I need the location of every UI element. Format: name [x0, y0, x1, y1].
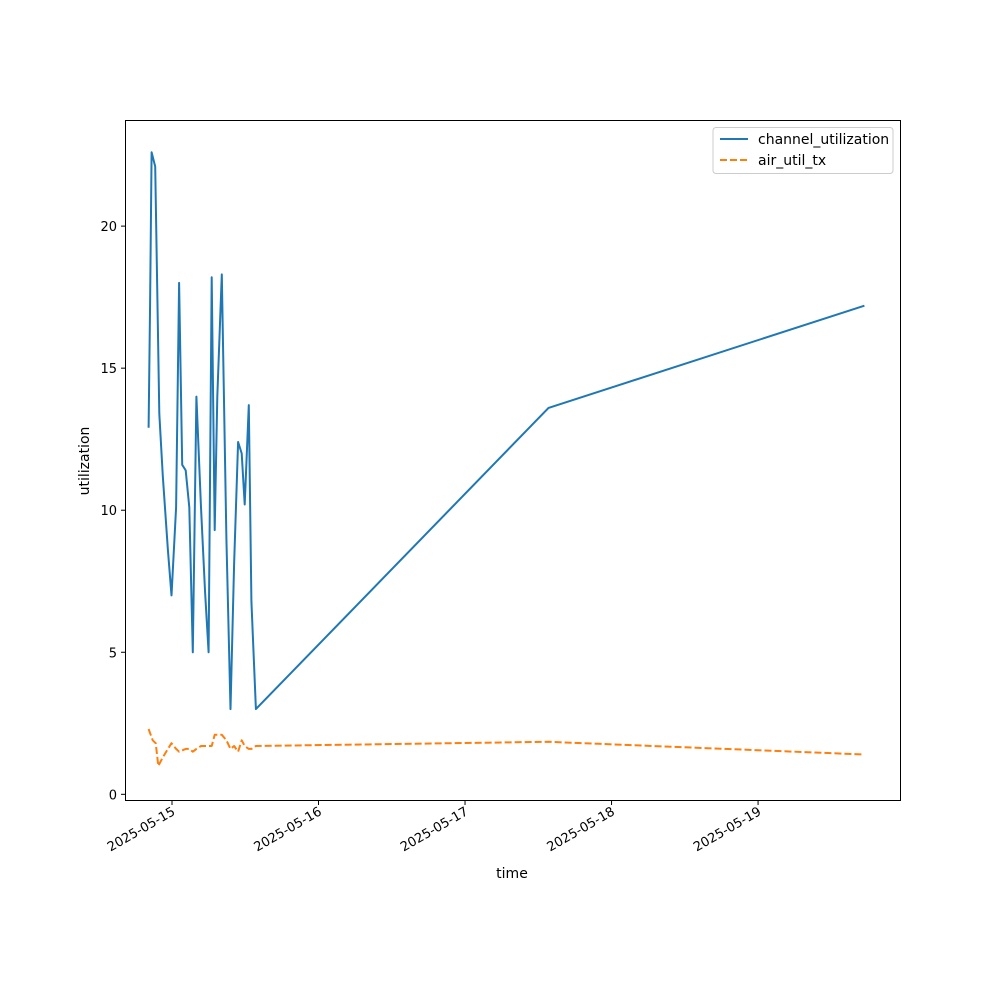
y-tick-label: 15: [100, 362, 117, 377]
y-tick-label: 20: [100, 220, 117, 235]
series-line-air-util-tx: [147, 728, 865, 767]
legend-label-air-util-tx: air_util_tx: [758, 153, 826, 169]
legend: channel_utilization air_util_tx: [712, 127, 894, 174]
legend-box: [712, 127, 894, 174]
plot-frame: [125, 120, 901, 801]
x-axis-label: time: [496, 866, 528, 882]
y-axis-ticks: 0 5 10 15 20: [100, 220, 126, 803]
series-line-channel-utilization: [147, 151, 865, 711]
y-tick-label: 5: [109, 646, 117, 661]
y-tick-label: 10: [100, 504, 117, 519]
legend-label-channel-utilization: channel_utilization: [758, 132, 889, 148]
plot-lines: [147, 151, 865, 767]
y-axis-label: utilization: [77, 427, 93, 496]
y-tick-label: 0: [109, 788, 117, 803]
